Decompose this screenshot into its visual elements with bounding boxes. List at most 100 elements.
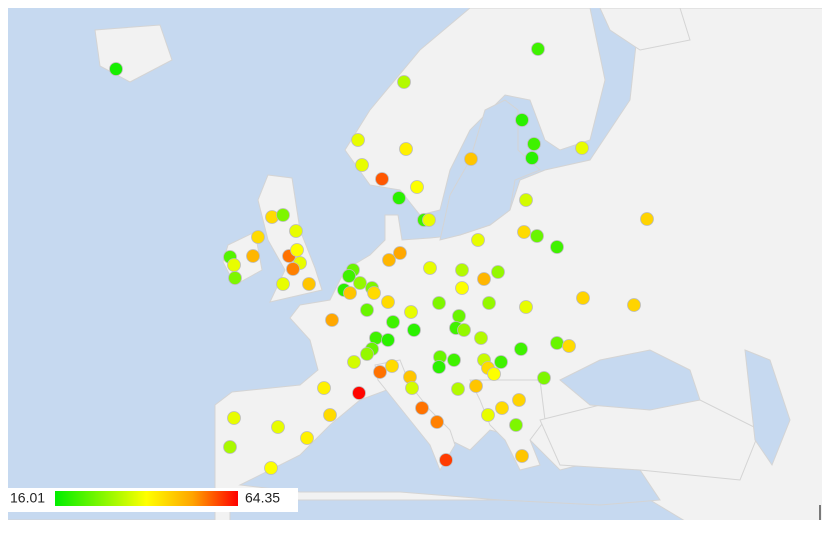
point[interactable] (251, 230, 265, 244)
point[interactable] (474, 331, 488, 345)
point[interactable] (469, 379, 483, 393)
point[interactable] (562, 339, 576, 353)
point[interactable] (494, 355, 508, 369)
point[interactable] (432, 360, 446, 374)
point[interactable] (286, 262, 300, 276)
point[interactable] (415, 401, 429, 415)
point[interactable] (393, 246, 407, 260)
point[interactable] (487, 367, 501, 381)
point[interactable] (481, 408, 495, 422)
point[interactable] (509, 418, 523, 432)
great-britain (257, 174, 323, 303)
point[interactable] (367, 286, 381, 300)
point[interactable] (382, 253, 396, 267)
point[interactable] (495, 401, 509, 415)
point[interactable] (640, 212, 654, 226)
point[interactable] (289, 224, 303, 238)
point[interactable] (290, 243, 304, 257)
point[interactable] (491, 265, 505, 279)
point[interactable] (452, 309, 466, 323)
legend-gradient (55, 491, 238, 506)
point[interactable] (457, 323, 471, 337)
black-sea (559, 349, 701, 411)
point[interactable] (575, 141, 589, 155)
point[interactable] (353, 276, 367, 290)
point[interactable] (381, 333, 395, 347)
point[interactable] (271, 420, 285, 434)
point[interactable] (439, 453, 453, 467)
point[interactable] (515, 113, 529, 127)
point[interactable] (375, 172, 389, 186)
point[interactable] (381, 295, 395, 309)
point[interactable] (410, 180, 424, 194)
point[interactable] (455, 263, 469, 277)
point[interactable] (360, 347, 374, 361)
point[interactable] (352, 386, 366, 400)
point[interactable] (519, 193, 533, 207)
point[interactable] (404, 305, 418, 319)
point[interactable] (430, 415, 444, 429)
point[interactable] (515, 449, 529, 463)
point[interactable] (432, 296, 446, 310)
point[interactable] (360, 303, 374, 317)
basemap (8, 8, 822, 520)
point[interactable] (227, 411, 241, 425)
svalbard (599, 8, 691, 51)
point[interactable] (323, 408, 337, 422)
point[interactable] (423, 261, 437, 275)
point[interactable] (550, 336, 564, 350)
points (109, 42, 654, 475)
point[interactable] (109, 62, 123, 76)
point[interactable] (397, 75, 411, 89)
point[interactable] (405, 381, 419, 395)
legend-max: 64.35 (245, 490, 280, 506)
point[interactable] (447, 353, 461, 367)
point[interactable] (264, 461, 278, 475)
point[interactable] (347, 355, 361, 369)
point[interactable] (471, 233, 485, 247)
point[interactable] (550, 240, 564, 254)
point[interactable] (627, 298, 641, 312)
point[interactable] (246, 249, 260, 263)
point[interactable] (527, 137, 541, 151)
point[interactable] (537, 371, 551, 385)
point[interactable] (517, 225, 531, 239)
legend-min: 16.01 (10, 490, 45, 506)
point[interactable] (385, 359, 399, 373)
point[interactable] (227, 258, 241, 272)
point[interactable] (399, 142, 413, 156)
point[interactable] (422, 213, 436, 227)
point[interactable] (451, 382, 465, 396)
point[interactable] (531, 42, 545, 56)
point[interactable] (477, 272, 491, 286)
point[interactable] (512, 393, 526, 407)
point[interactable] (407, 323, 421, 337)
point[interactable] (325, 313, 339, 327)
point[interactable] (300, 431, 314, 445)
point[interactable] (392, 191, 406, 205)
point[interactable] (530, 229, 544, 243)
point[interactable] (317, 381, 331, 395)
point[interactable] (482, 296, 496, 310)
point[interactable] (343, 286, 357, 300)
point[interactable] (342, 269, 356, 283)
point[interactable] (514, 342, 528, 356)
point[interactable] (276, 208, 290, 222)
point[interactable] (351, 133, 365, 147)
point[interactable] (519, 300, 533, 314)
point[interactable] (576, 291, 590, 305)
point[interactable] (302, 277, 316, 291)
point[interactable] (525, 151, 539, 165)
point[interactable] (355, 158, 369, 172)
point[interactable] (455, 281, 469, 295)
point[interactable] (464, 152, 478, 166)
scandinavia (344, 8, 606, 216)
point[interactable] (386, 315, 400, 329)
point[interactable] (373, 365, 387, 379)
point[interactable] (276, 277, 290, 291)
point[interactable] (223, 440, 237, 454)
point[interactable] (228, 271, 242, 285)
caspian-sea (744, 349, 791, 467)
